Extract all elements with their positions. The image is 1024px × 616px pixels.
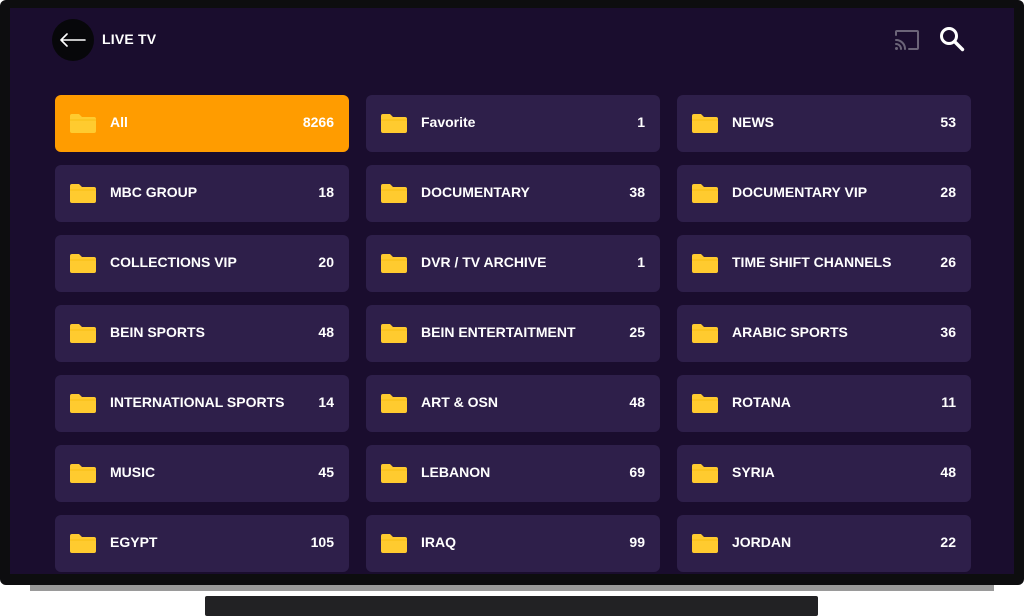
folder-icon bbox=[381, 324, 407, 343]
folder-icon bbox=[381, 534, 407, 553]
folder-icon bbox=[692, 184, 718, 203]
folder-icon bbox=[692, 534, 718, 553]
category-label: ARABIC SPORTS bbox=[732, 324, 848, 340]
category-count: 20 bbox=[318, 254, 334, 270]
arrow-left-icon bbox=[60, 33, 86, 47]
category-count: 45 bbox=[318, 464, 334, 480]
folder-icon bbox=[381, 184, 407, 203]
category-count: 1 bbox=[637, 254, 645, 270]
category-label: JORDAN bbox=[732, 534, 792, 550]
category-label: All bbox=[110, 114, 128, 130]
folder-icon bbox=[692, 464, 718, 483]
folder-icon bbox=[70, 324, 96, 343]
category-tile[interactable]: NEWS 53 bbox=[677, 95, 971, 152]
category-label: ROTANA bbox=[732, 394, 791, 410]
folder-icon bbox=[70, 114, 96, 133]
category-grid: All 8266 Favorite 1 NEWS 53 MBC GROUP 18 DOCUMEN… bbox=[55, 95, 971, 572]
category-label: COLLECTIONS VIP bbox=[110, 254, 237, 270]
category-label: NEWS bbox=[732, 114, 774, 130]
tv-bezel: LIVE TV All 8266 Favorite 1 NEWS 53 MBC GROUP 1… bbox=[0, 0, 1024, 585]
category-label: TIME SHIFT CHANNELS bbox=[732, 254, 892, 270]
category-tile[interactable]: ARABIC SPORTS 36 bbox=[677, 305, 971, 362]
category-tile[interactable]: DOCUMENTARY 38 bbox=[366, 165, 660, 222]
category-label: SYRIA bbox=[732, 464, 775, 480]
category-tile[interactable]: MBC GROUP 18 bbox=[55, 165, 349, 222]
folder-icon bbox=[70, 394, 96, 413]
category-count: 48 bbox=[629, 394, 645, 410]
category-count: 99 bbox=[629, 534, 645, 550]
category-count: 1 bbox=[637, 114, 645, 130]
category-label: DOCUMENTARY VIP bbox=[732, 184, 868, 200]
folder-icon bbox=[381, 464, 407, 483]
category-label: INTERNATIONAL SPORTS bbox=[110, 394, 285, 410]
folder-icon bbox=[381, 114, 407, 133]
category-count: 28 bbox=[940, 184, 956, 200]
category-count: 105 bbox=[310, 534, 334, 550]
category-count: 25 bbox=[629, 324, 645, 340]
category-tile[interactable]: LEBANON 69 bbox=[366, 445, 660, 502]
category-count: 53 bbox=[940, 114, 956, 130]
category-count: 11 bbox=[941, 394, 956, 410]
folder-icon bbox=[70, 534, 96, 553]
tv-stand-neck bbox=[30, 585, 994, 591]
category-count: 26 bbox=[940, 254, 956, 270]
category-label: IRAQ bbox=[421, 534, 456, 550]
category-tile[interactable]: INTERNATIONAL SPORTS 14 bbox=[55, 375, 349, 432]
folder-icon bbox=[70, 184, 96, 203]
page-title: LIVE TV bbox=[102, 31, 157, 47]
folder-icon bbox=[692, 254, 718, 273]
category-label: BEIN ENTERTAITMENT bbox=[421, 324, 576, 340]
folder-icon bbox=[70, 464, 96, 483]
category-tile[interactable]: TIME SHIFT CHANNELS 26 bbox=[677, 235, 971, 292]
folder-icon bbox=[381, 394, 407, 413]
category-tile[interactable]: BEIN SPORTS 48 bbox=[55, 305, 349, 362]
category-count: 8266 bbox=[302, 114, 334, 130]
category-tile[interactable]: DVR / TV ARCHIVE 1 bbox=[366, 235, 660, 292]
folder-icon bbox=[692, 114, 718, 133]
tv-screen: LIVE TV All 8266 Favorite 1 NEWS 53 MBC GROUP 1… bbox=[10, 8, 1014, 574]
folder-icon bbox=[692, 394, 718, 413]
category-label: DVR / TV ARCHIVE bbox=[421, 254, 547, 270]
folder-icon bbox=[381, 254, 407, 273]
category-label: Favorite bbox=[421, 114, 476, 130]
category-tile[interactable]: IRAQ 99 bbox=[366, 515, 660, 572]
category-count: 22 bbox=[940, 534, 956, 550]
category-tile[interactable]: Favorite 1 bbox=[366, 95, 660, 152]
category-tile[interactable]: All 8266 bbox=[55, 95, 349, 152]
category-tile[interactable]: ART & OSN 48 bbox=[366, 375, 660, 432]
category-count: 48 bbox=[940, 464, 956, 480]
category-tile[interactable]: COLLECTIONS VIP 20 bbox=[55, 235, 349, 292]
category-label: ART & OSN bbox=[421, 394, 498, 410]
category-tile[interactable]: BEIN ENTERTAITMENT 25 bbox=[366, 305, 660, 362]
header: LIVE TV bbox=[10, 8, 1014, 78]
category-count: 48 bbox=[318, 324, 334, 340]
search-icon[interactable] bbox=[939, 26, 965, 52]
category-label: MBC GROUP bbox=[110, 184, 198, 200]
category-label: BEIN SPORTS bbox=[110, 324, 205, 340]
category-tile[interactable]: MUSIC 45 bbox=[55, 445, 349, 502]
cast-icon[interactable] bbox=[894, 29, 920, 51]
category-tile[interactable]: ROTANA 11 bbox=[677, 375, 971, 432]
back-button[interactable] bbox=[52, 19, 94, 61]
category-label: EGYPT bbox=[110, 534, 158, 550]
category-tile[interactable]: JORDAN 22 bbox=[677, 515, 971, 572]
category-label: MUSIC bbox=[110, 464, 156, 480]
tv-stand bbox=[205, 596, 818, 616]
category-count: 36 bbox=[940, 324, 956, 340]
category-count: 14 bbox=[318, 394, 334, 410]
category-label: DOCUMENTARY bbox=[421, 184, 530, 200]
folder-icon bbox=[692, 324, 718, 343]
category-count: 69 bbox=[629, 464, 645, 480]
category-count: 18 bbox=[318, 184, 334, 200]
category-tile[interactable]: SYRIA 48 bbox=[677, 445, 971, 502]
folder-icon bbox=[70, 254, 96, 273]
category-tile[interactable]: EGYPT 105 bbox=[55, 515, 349, 572]
category-count: 38 bbox=[629, 184, 645, 200]
category-label: LEBANON bbox=[421, 464, 491, 480]
category-tile[interactable]: DOCUMENTARY VIP 28 bbox=[677, 165, 971, 222]
